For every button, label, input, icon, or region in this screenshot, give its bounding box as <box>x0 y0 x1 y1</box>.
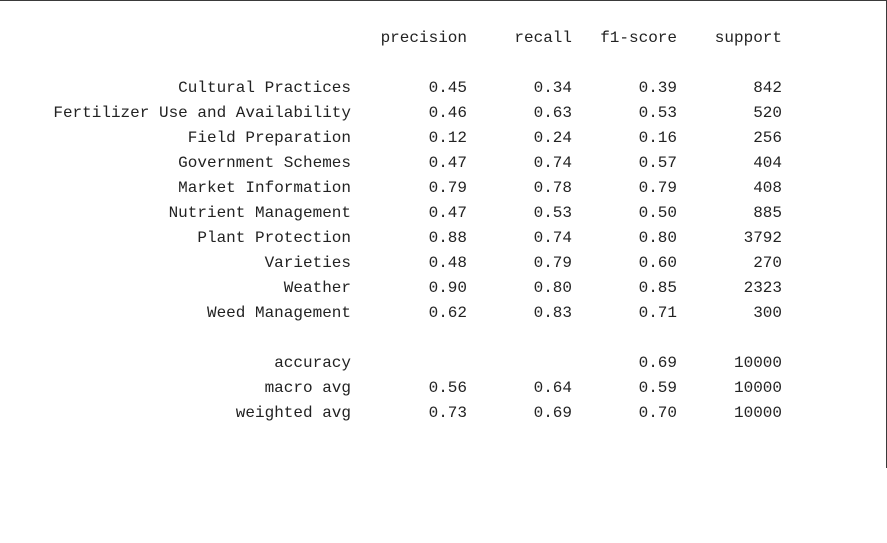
f1-score-value: 0.50 <box>638 204 677 222</box>
class-row: Nutrient Management 0.47 0.53 0.50 885 <box>0 203 887 223</box>
support-value: 885 <box>753 204 782 222</box>
summary-label: macro avg <box>264 379 351 397</box>
recall-value: 0.79 <box>533 254 572 272</box>
support-value: 842 <box>753 79 782 97</box>
class-label: Nutrient Management <box>168 204 351 222</box>
f1-score-value: 0.70 <box>638 404 677 422</box>
precision-value: 0.45 <box>428 79 467 97</box>
recall-value: 0.83 <box>533 304 572 322</box>
support-value: 10000 <box>733 404 782 422</box>
support-value: 520 <box>753 104 782 122</box>
class-label: Plant Protection <box>197 229 351 247</box>
support-value: 256 <box>753 129 782 147</box>
class-row: Plant Protection 0.88 0.74 0.80 3792 <box>0 228 887 248</box>
precision-value: 0.73 <box>428 404 467 422</box>
support-value: 270 <box>753 254 782 272</box>
class-row: Weed Management 0.62 0.83 0.71 300 <box>0 303 887 323</box>
f1-score-value: 0.53 <box>638 104 677 122</box>
f1-score-value: 0.69 <box>638 354 677 372</box>
f1-score-value: 0.39 <box>638 79 677 97</box>
f1-score-value: 0.59 <box>638 379 677 397</box>
class-row: Varieties 0.48 0.79 0.60 270 <box>0 253 887 273</box>
precision-value: 0.56 <box>428 379 467 397</box>
class-row: Cultural Practices 0.45 0.34 0.39 842 <box>0 78 887 98</box>
f1-score-value: 0.71 <box>638 304 677 322</box>
class-label: Varieties <box>264 254 351 272</box>
f1-score-value: 0.85 <box>638 279 677 297</box>
support-value: 10000 <box>733 379 782 397</box>
header-row: precision recall f1-score support <box>0 28 887 48</box>
f1-score-header: f1-score <box>600 29 677 47</box>
support-header: support <box>714 29 782 47</box>
support-value: 2323 <box>743 279 782 297</box>
class-label: Fertilizer Use and Availability <box>53 104 351 122</box>
accuracy-row: accuracy 0.69 10000 <box>0 353 887 373</box>
precision-value: 0.79 <box>428 179 467 197</box>
class-label: Government Schemes <box>178 154 351 172</box>
precision-value: 0.62 <box>428 304 467 322</box>
class-label: Weed Management <box>206 304 351 322</box>
support-value: 3792 <box>743 229 782 247</box>
support-value: 10000 <box>733 354 782 372</box>
macro-avg-row: macro avg 0.56 0.64 0.59 10000 <box>0 378 887 398</box>
precision-value: 0.12 <box>428 129 467 147</box>
precision-header: precision <box>380 29 467 47</box>
class-label: Market Information <box>178 179 351 197</box>
recall-value: 0.24 <box>533 129 572 147</box>
classification-report: precision recall f1-score support Cultur… <box>0 28 887 423</box>
class-row: Market Information 0.79 0.78 0.79 408 <box>0 178 887 198</box>
precision-value: 0.47 <box>428 204 467 222</box>
recall-value: 0.64 <box>533 379 572 397</box>
support-value: 408 <box>753 179 782 197</box>
f1-score-value: 0.57 <box>638 154 677 172</box>
recall-value: 0.69 <box>533 404 572 422</box>
weighted-avg-row: weighted avg 0.73 0.69 0.70 10000 <box>0 403 887 423</box>
class-row: Field Preparation 0.12 0.24 0.16 256 <box>0 128 887 148</box>
recall-header: recall <box>514 29 572 47</box>
class-row: Weather 0.90 0.80 0.85 2323 <box>0 278 887 298</box>
class-label: Field Preparation <box>187 129 351 147</box>
summary-label: weighted avg <box>235 404 351 422</box>
class-row: Government Schemes 0.47 0.74 0.57 404 <box>0 153 887 173</box>
precision-value: 0.90 <box>428 279 467 297</box>
recall-value: 0.34 <box>533 79 572 97</box>
f1-score-value: 0.16 <box>638 129 677 147</box>
precision-value: 0.88 <box>428 229 467 247</box>
recall-value: 0.74 <box>533 154 572 172</box>
class-label: Weather <box>283 279 351 297</box>
f1-score-value: 0.60 <box>638 254 677 272</box>
f1-score-value: 0.80 <box>638 229 677 247</box>
class-label: Cultural Practices <box>178 79 351 97</box>
recall-value: 0.78 <box>533 179 572 197</box>
recall-value: 0.53 <box>533 204 572 222</box>
precision-value: 0.46 <box>428 104 467 122</box>
f1-score-value: 0.79 <box>638 179 677 197</box>
recall-value: 0.80 <box>533 279 572 297</box>
top-border <box>0 0 887 1</box>
class-row: Fertilizer Use and Availability 0.46 0.6… <box>0 103 887 123</box>
precision-value: 0.48 <box>428 254 467 272</box>
recall-value: 0.63 <box>533 104 572 122</box>
support-value: 404 <box>753 154 782 172</box>
recall-value: 0.74 <box>533 229 572 247</box>
precision-value: 0.47 <box>428 154 467 172</box>
support-value: 300 <box>753 304 782 322</box>
summary-label: accuracy <box>274 354 351 372</box>
